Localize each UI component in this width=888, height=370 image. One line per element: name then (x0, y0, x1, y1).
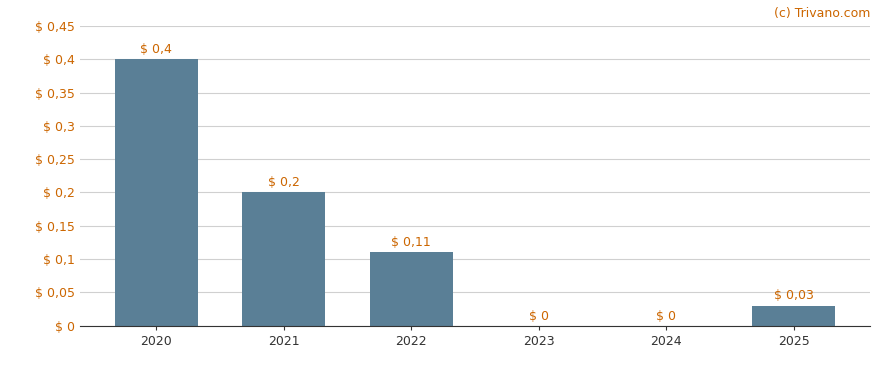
Bar (370, 252, 453, 326)
Text: $ 0,2: $ 0,2 (268, 176, 300, 189)
Bar (242, 192, 325, 326)
Bar (115, 59, 198, 326)
Text: $ 0,11: $ 0,11 (392, 236, 432, 249)
Bar (752, 306, 836, 326)
Text: (c) Trivano.com: (c) Trivano.com (773, 7, 870, 20)
Text: $ 0,03: $ 0,03 (773, 289, 813, 302)
Text: $ 0: $ 0 (656, 310, 677, 323)
Text: $ 0,4: $ 0,4 (140, 43, 172, 56)
Text: $ 0: $ 0 (529, 310, 549, 323)
